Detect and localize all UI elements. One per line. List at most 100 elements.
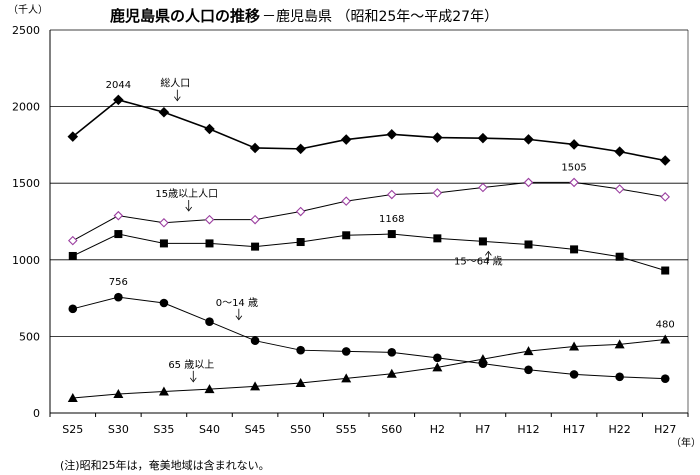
data-point: [524, 365, 533, 375]
data-point: [114, 292, 123, 302]
data-point: [158, 386, 169, 396]
data-point: [661, 266, 670, 275]
series-label: 0～14 歳: [216, 297, 258, 309]
series-line: [72, 181, 666, 242]
data-point: [250, 381, 261, 391]
annotation-group: 2044 1505 1168 756 480 総人口 15歳以上人口 15～64 歳 0～14 …: [106, 77, 675, 383]
data-point: [68, 235, 78, 246]
chart-subtitle: －鹿児島県 （昭和25年～平成27年）: [262, 8, 498, 25]
data-point: [387, 230, 396, 239]
data-point: [568, 139, 580, 150]
data-point: [615, 252, 624, 261]
y-tick-label: 1500: [12, 177, 40, 190]
data-point: [68, 251, 77, 260]
data-point: [113, 389, 124, 399]
data-point: [478, 237, 487, 246]
footnote: (注)昭和25年は，奄美地域は含まれない。: [60, 458, 270, 472]
series-3: [68, 292, 670, 383]
data-point: [67, 392, 78, 402]
data-point: [295, 377, 306, 387]
data-point: [569, 341, 580, 351]
series-4: [67, 334, 671, 402]
x-tick-label: H27: [654, 423, 676, 436]
series-line: [72, 233, 666, 272]
data-point: [159, 298, 169, 308]
x-tick-label: H12: [517, 423, 539, 436]
data-point: [523, 346, 534, 356]
data-point: [158, 106, 170, 118]
series-1: [68, 177, 670, 246]
y-axis-unit: （千人）: [8, 4, 48, 16]
series-label: 総人口: [160, 77, 190, 90]
data-point: [250, 336, 260, 345]
value-label: 480: [656, 319, 675, 330]
data-point: [614, 339, 625, 349]
value-label: 2044: [106, 80, 131, 91]
data-point: [251, 242, 260, 251]
value-label: 1168: [379, 214, 404, 225]
data-point: [340, 134, 352, 145]
data-point: [478, 182, 488, 193]
data-point: [569, 370, 579, 379]
data-point: [295, 143, 306, 155]
data-point: [614, 146, 625, 157]
data-point: [615, 372, 624, 382]
value-label: 756: [109, 277, 128, 288]
data-point: [204, 384, 215, 394]
x-tick-label: S50: [290, 423, 311, 436]
data-point: [341, 196, 351, 206]
series-label: 65 歳以上: [168, 359, 214, 371]
x-tick-label: S55: [336, 423, 357, 436]
arrow-head: [189, 377, 197, 383]
data-point: [524, 240, 533, 249]
data-point: [296, 238, 305, 247]
x-axis-unit: （年）: [671, 436, 700, 449]
series-0: [67, 94, 671, 166]
data-point: [614, 184, 625, 194]
series-2: [68, 230, 670, 275]
data-point: [341, 347, 351, 356]
x-tick-label: H17: [563, 423, 585, 436]
x-tick-label: S35: [153, 423, 174, 436]
data-point: [204, 123, 215, 135]
series-line: [72, 338, 666, 399]
x-tick-label: H7: [475, 423, 490, 436]
data-point: [113, 94, 124, 106]
x-tick-labels: S25 S30 S35 S40 S45 S50 S55 S60 H2 H7 H12 H17 H22 H27: [62, 423, 676, 436]
series-line: [72, 296, 666, 380]
axes: [49, 30, 689, 417]
arrow-head: [174, 96, 181, 102]
data-point: [386, 129, 398, 140]
data-point: [570, 245, 579, 254]
data-point: [432, 132, 443, 143]
data-point: [387, 348, 397, 357]
data-point: [250, 214, 260, 225]
data-point: [296, 345, 305, 355]
x-tick-label: S40: [199, 423, 220, 436]
x-tick-label: H22: [609, 423, 631, 436]
y-tick-label: 500: [19, 330, 40, 343]
data-point: [113, 210, 124, 221]
series-line: [72, 98, 666, 162]
data-point: [569, 177, 579, 188]
series-label: 15歳以上人口: [155, 188, 218, 200]
data-point: [341, 373, 352, 383]
data-point: [205, 317, 214, 326]
y-tick-label: 2500: [12, 24, 40, 37]
data-point: [159, 239, 168, 248]
x-tick-label: S30: [108, 423, 129, 436]
data-point: [114, 230, 123, 239]
data-point: [295, 206, 306, 217]
data-point: [432, 362, 443, 372]
data-point: [386, 368, 397, 378]
data-point: [523, 177, 534, 188]
data-point: [660, 374, 670, 383]
arrow-head: [185, 206, 193, 212]
data-point: [67, 131, 79, 142]
data-point: [432, 188, 443, 198]
x-tick-label: H2: [430, 423, 445, 436]
data-point: [342, 231, 351, 240]
data-point: [204, 214, 215, 225]
arrow-head: [235, 315, 243, 321]
x-tick-label: S60: [381, 423, 402, 436]
